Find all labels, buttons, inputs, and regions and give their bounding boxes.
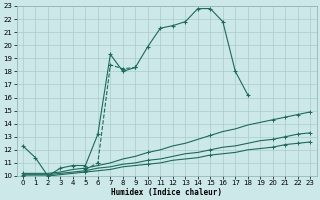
X-axis label: Humidex (Indice chaleur): Humidex (Indice chaleur) — [111, 188, 222, 197]
